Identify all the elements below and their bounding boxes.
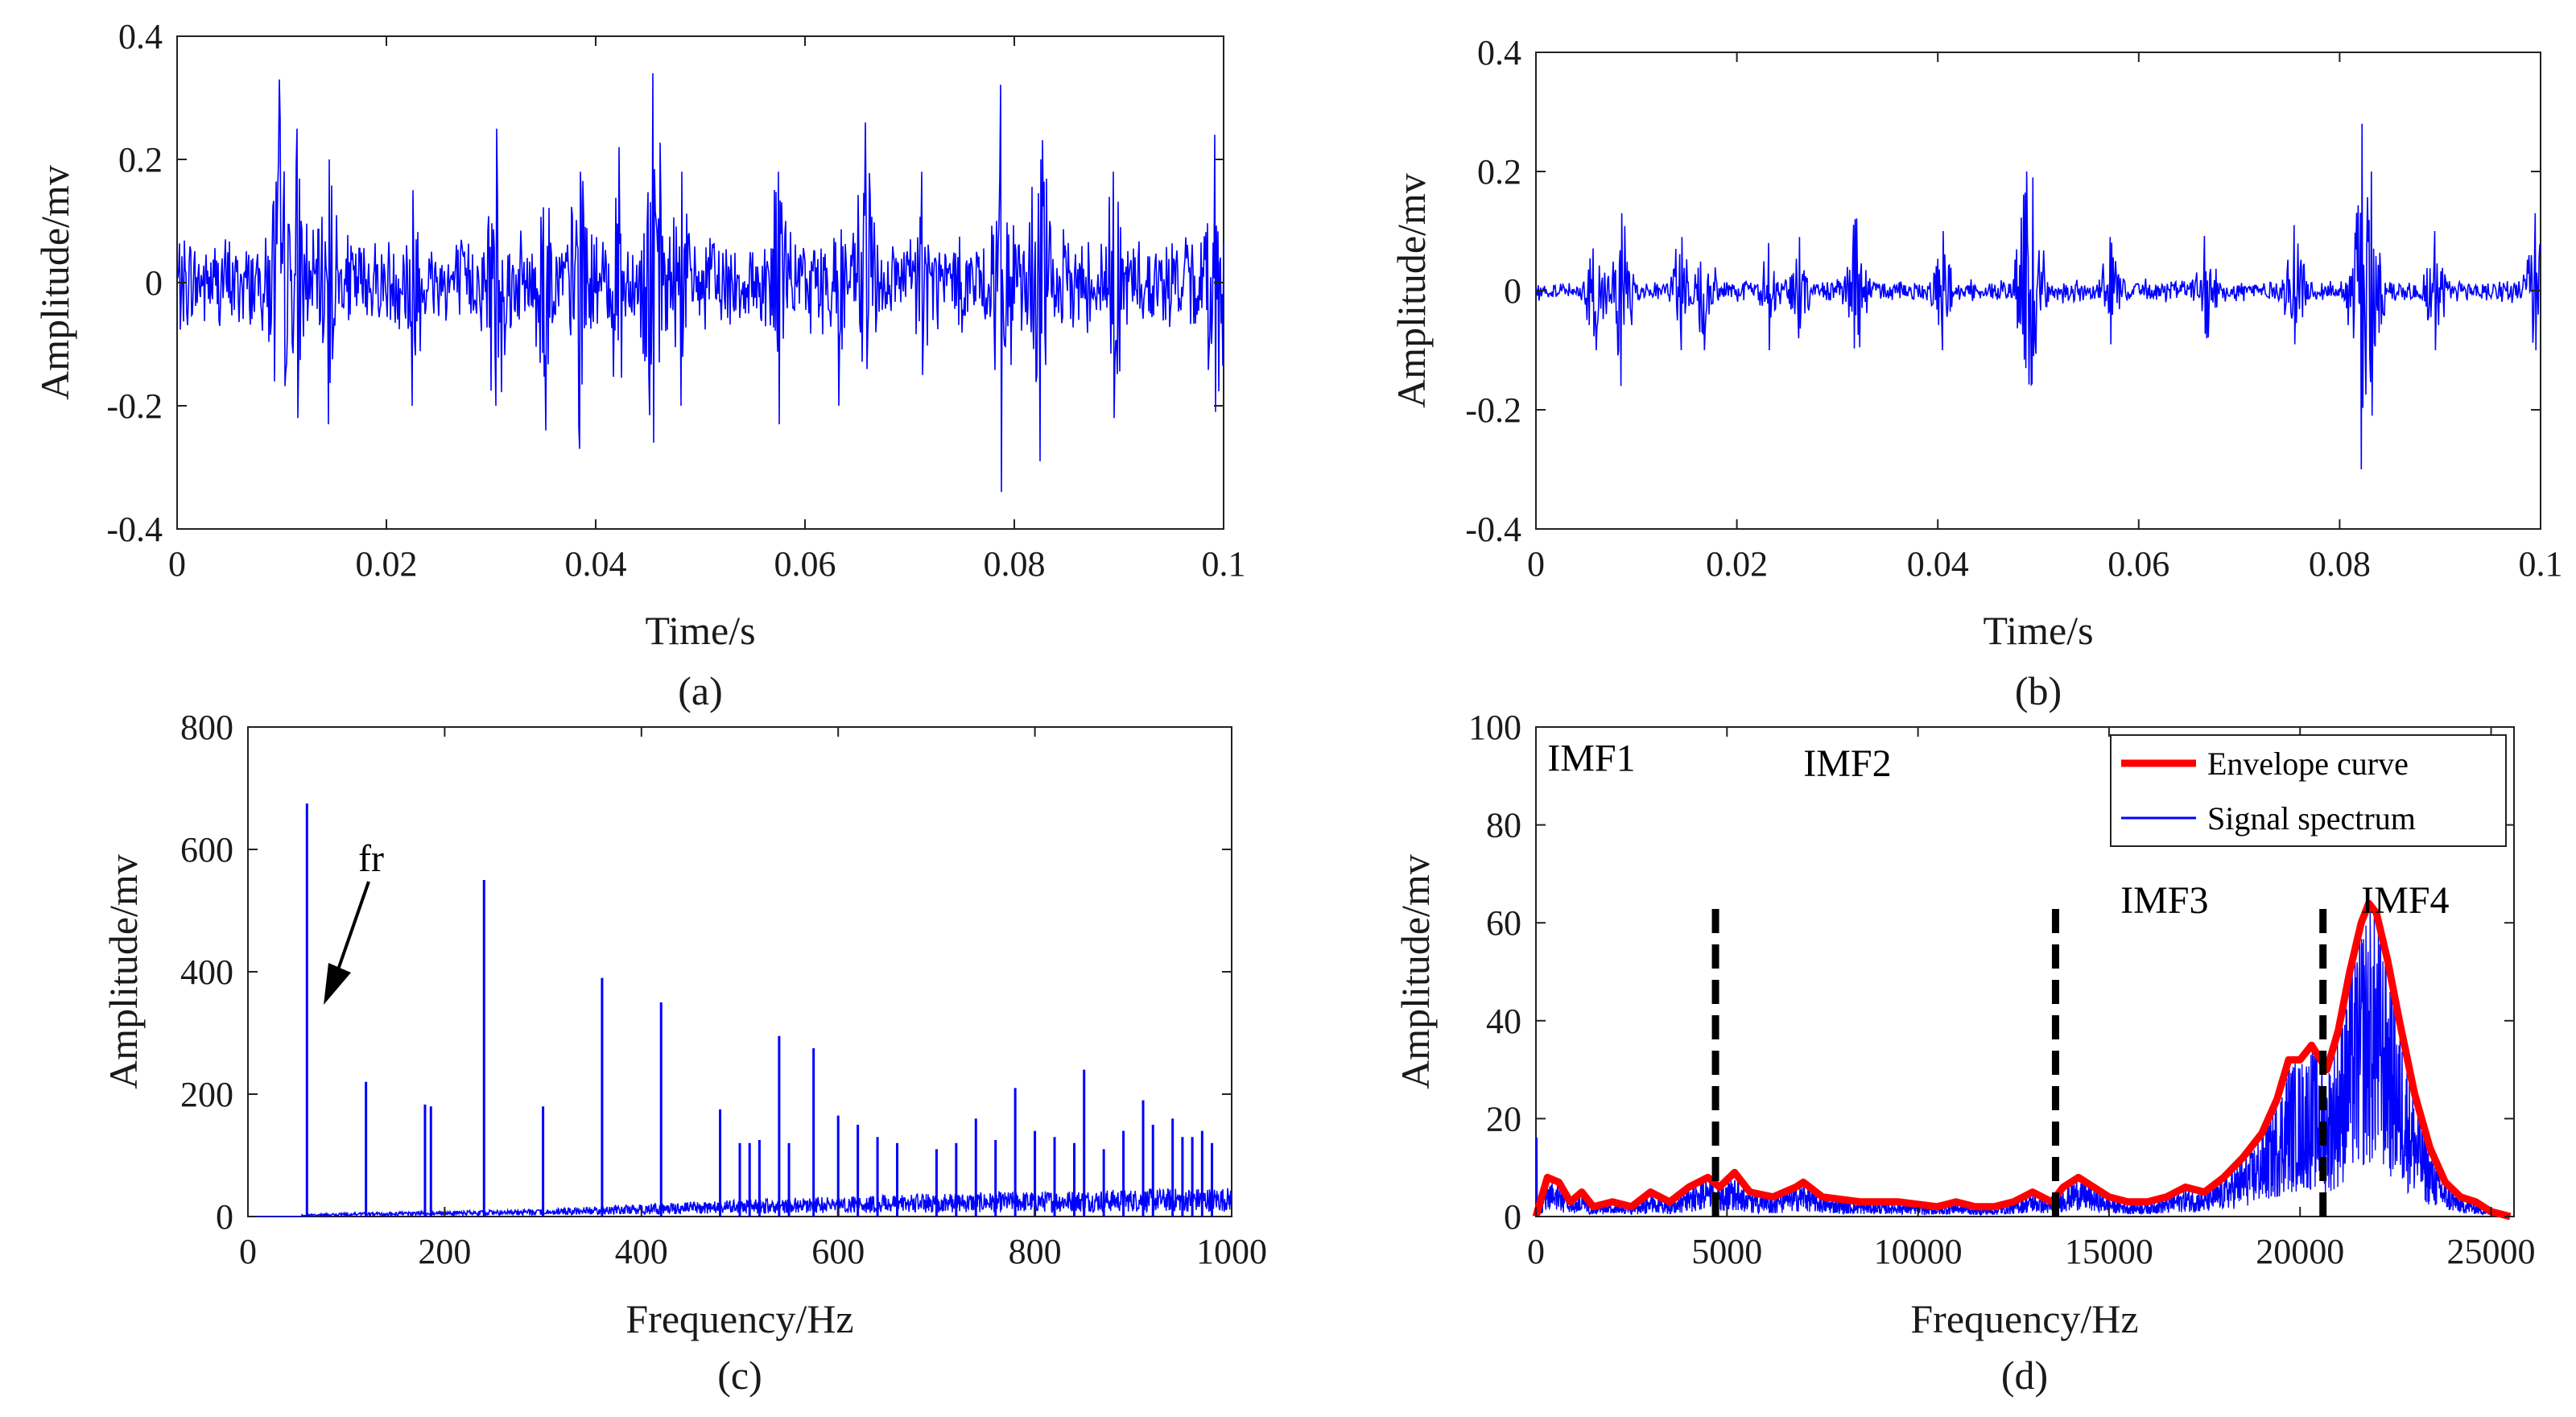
y-tick-labels-a: -0.4 -0.2 0 0.2 0.4 [106, 17, 1224, 549]
signal-line [176, 72, 1224, 493]
y-tick-label: 0 [145, 263, 163, 303]
x-tick-label: 0 [239, 1232, 257, 1271]
y-tick-label: 400 [180, 952, 233, 992]
x-tick-label: 0.08 [984, 544, 1046, 584]
caption-d: (d) [2001, 1353, 2048, 1398]
panel-d: 0 5000 10000 15000 20000 25000 0 20 40 60 80 100 F… [1393, 708, 2536, 1398]
y-tick-label: -0.2 [1465, 390, 1521, 430]
spectrum-signal [1535, 912, 2511, 1218]
x-axis-label-b: Time/s [1983, 608, 2093, 653]
imf-label-2: IMF2 [1803, 742, 1891, 785]
x-tick-label: 200 [418, 1232, 471, 1271]
panel-a: 0 0.02 0.04 0.06 0.08 0.1 -0.4 -0.2 0 0.2 0.4 Tim… [32, 17, 1246, 713]
y-tick-label: 0.2 [118, 140, 163, 180]
caption-a: (a) [678, 668, 723, 713]
y-tick-label: 20 [1486, 1099, 1521, 1138]
x-tick-label: 10000 [1874, 1232, 1963, 1271]
legend: Envelope curve Signal spectrum [2110, 734, 2507, 847]
x-tick-label: 0 [168, 544, 186, 584]
x-tick-label: 0.04 [565, 544, 627, 584]
y-axis-label-c: Amplitude/mv [101, 854, 146, 1089]
plot-area-d [1535, 726, 2515, 1217]
legend-box [2110, 734, 2507, 847]
y-tick-label: 0.2 [1477, 152, 1521, 192]
x-tick-label: 15000 [2065, 1232, 2153, 1271]
y-tick-labels-c: 0 200 400 600 800 [180, 708, 1232, 1237]
x-tick-label: 0.02 [1706, 544, 1768, 584]
x-tick-label: 25000 [2447, 1232, 2536, 1271]
y-tick-labels-d: 0 20 40 60 80 100 [1468, 708, 2514, 1237]
caption-c: (c) [717, 1353, 762, 1398]
y-tick-label: -0.4 [1465, 510, 1521, 549]
annotation-fr: fr [358, 837, 384, 880]
x-axis-label-a: Time/s [645, 608, 755, 653]
x-tick-label: 0.1 [1202, 544, 1246, 584]
x-tick-label: 0 [1527, 1232, 1545, 1271]
y-tick-label: 80 [1486, 806, 1521, 845]
signal-line [1535, 123, 2541, 470]
y-tick-label: 60 [1486, 903, 1521, 943]
y-tick-label: 600 [180, 830, 233, 870]
panel-b: 0 0.02 0.04 0.06 0.08 0.1 -0.4 -0.2 0 0.2 0.4 Tim… [1389, 33, 2563, 713]
x-tick-labels-d: 0 5000 10000 15000 20000 25000 [1527, 727, 2536, 1271]
y-tick-label: 0.4 [1477, 33, 1521, 72]
y-tick-label: 0 [1504, 1197, 1521, 1237]
envelope-curve [1532, 899, 2512, 1221]
y-tick-label: 200 [180, 1075, 233, 1114]
y-axis-label-d: Amplitude/mv [1393, 854, 1438, 1089]
y-tick-label: 0 [1504, 271, 1521, 311]
x-tick-label: 0 [1527, 544, 1545, 584]
x-tick-labels-a: 0 0.02 0.04 0.06 0.08 0.1 [168, 36, 1246, 584]
y-tick-label: -0.2 [106, 386, 163, 426]
x-tick-label: 20000 [2256, 1232, 2344, 1271]
y-tick-label: 800 [180, 708, 233, 747]
imf-label-3: IMF3 [2120, 879, 2208, 922]
imf-label-4: IMF4 [2361, 879, 2449, 922]
x-tick-label: 800 [1009, 1232, 1062, 1271]
caption-b: (b) [2015, 668, 2062, 713]
y-tick-label: 0 [216, 1197, 233, 1237]
arrow-icon [324, 881, 370, 1005]
x-axis-label-c: Frequency/Hz [625, 1296, 853, 1341]
x-tick-labels-c: 0 200 400 600 800 1000 [239, 727, 1267, 1271]
x-tick-label: 5000 [1691, 1232, 1762, 1271]
y-axis-label-b: Amplitude/mv [1389, 173, 1434, 408]
x-tick-label: 600 [811, 1232, 865, 1271]
x-tick-label: 0.04 [1907, 544, 1969, 584]
y-tick-label: 0.4 [118, 17, 163, 56]
x-tick-label: 0.02 [356, 544, 418, 584]
x-axis-label-d: Frequency/Hz [1910, 1296, 2138, 1341]
x-tick-label: 0.08 [2309, 544, 2371, 584]
y-tick-label: 100 [1468, 708, 1521, 747]
x-tick-labels-b: 0 0.02 0.04 0.06 0.08 0.1 [1527, 52, 2563, 584]
legend-spectrum-label: Signal spectrum [2207, 800, 2416, 837]
x-tick-label: 400 [615, 1232, 668, 1271]
x-tick-label: 0.06 [2107, 544, 2169, 584]
y-axis-label-a: Amplitude/mv [32, 165, 77, 400]
y-tick-label: -0.4 [106, 510, 163, 549]
x-tick-label: 0.1 [2519, 544, 2563, 584]
panel-c: 0 200 400 600 800 1000 0 200 400 600 800 Frequenc… [101, 708, 1267, 1398]
legend-envelope-label: Envelope curve [2207, 746, 2409, 782]
imf-label-1: IMF1 [1547, 737, 1635, 780]
y-tick-label: 40 [1486, 1002, 1521, 1041]
x-tick-label: 0.06 [774, 544, 836, 584]
y-tick-labels-b: -0.4 -0.2 0 0.2 0.4 [1465, 33, 2541, 549]
x-tick-label: 1000 [1196, 1232, 1267, 1271]
